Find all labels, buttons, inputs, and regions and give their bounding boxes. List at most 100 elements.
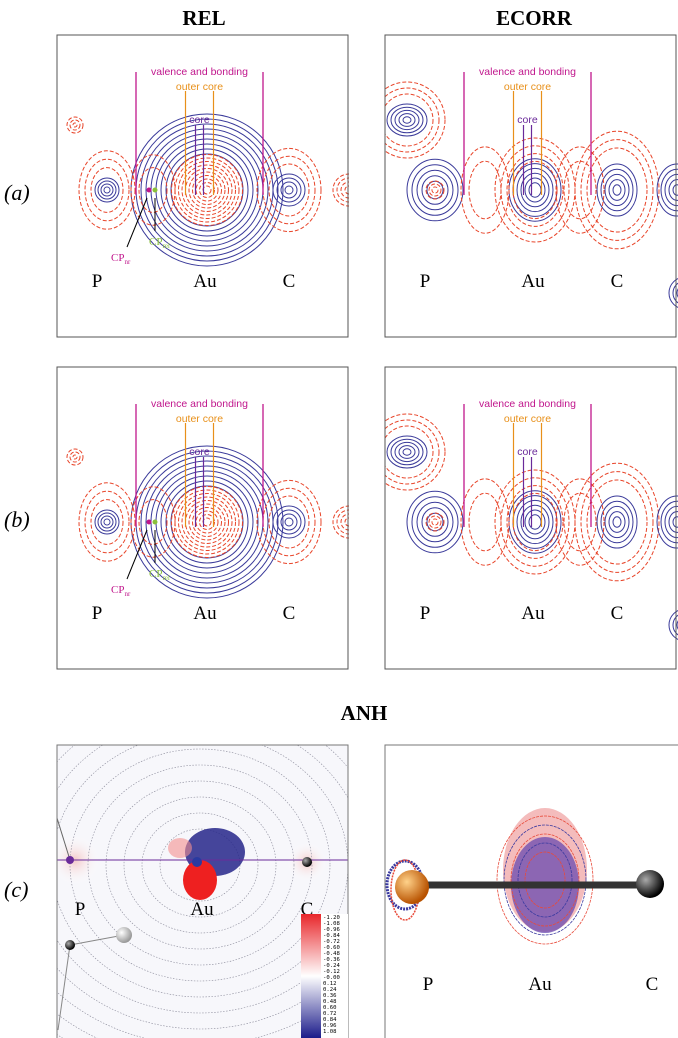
nucleus: [204, 187, 210, 193]
isosurface-shell: [496, 815, 594, 945]
contour: [608, 179, 626, 201]
dashed-contour: [586, 147, 648, 233]
colorbar-label: 0.60: [323, 1005, 336, 1011]
dashed-contour: [428, 183, 442, 197]
colorbar-label: 0.12: [323, 981, 336, 987]
dashed-contour: [506, 485, 564, 559]
cp-marker: [152, 187, 158, 193]
map-contour: [123, 796, 277, 934]
contour: [676, 288, 678, 298]
contour: [165, 480, 249, 564]
contour: [280, 513, 298, 531]
contour: [160, 143, 254, 237]
colorbar-label: 0.96: [323, 1023, 336, 1029]
colorbar-label: -0.96: [323, 927, 340, 933]
dashed-contour: [181, 164, 233, 216]
atom-label: P: [92, 271, 103, 292]
map-contour: [57, 745, 348, 1030]
region-label: core: [189, 114, 210, 126]
dashed-contour: [171, 154, 243, 226]
dashed-contour: [574, 130, 660, 250]
colorbar-label: 0.72: [323, 1011, 336, 1017]
dashed-contour: [425, 512, 445, 532]
atom-label: Au: [528, 974, 552, 995]
column-title: REL: [182, 6, 225, 30]
contour: [596, 495, 638, 549]
contour: [390, 106, 424, 134]
dashed-contour: [181, 496, 233, 548]
dashed-contour: [425, 180, 445, 200]
atom-label: Au: [193, 271, 217, 292]
map-contour: [57, 745, 348, 998]
region-label: valence and bonding: [479, 398, 576, 410]
contour: [103, 518, 111, 526]
contour: [660, 500, 678, 544]
region-label: outer core: [504, 81, 551, 93]
dashed-contour: [188, 171, 226, 209]
dashed-contour: [563, 160, 597, 220]
dashed-contour: [555, 478, 605, 566]
contour: [660, 168, 678, 212]
dashed-contour: [506, 153, 564, 227]
dashed-contour: [188, 503, 226, 541]
contour: [421, 175, 449, 205]
dashed-contour: [262, 487, 316, 557]
region-label: outer core: [176, 81, 223, 93]
cp-subscript: nr: [124, 258, 131, 266]
atom-sphere: [395, 870, 429, 904]
dashed-contour: [84, 158, 130, 222]
atom-label: C: [283, 603, 296, 624]
dashed-contour: [178, 493, 236, 551]
dashed-contour: [385, 419, 440, 485]
contour: [516, 167, 554, 213]
dashed-contour: [555, 146, 605, 234]
contour: [394, 109, 420, 131]
contour: [604, 173, 630, 207]
dashed-contour: [84, 490, 130, 554]
colorbar-label: -0.36: [323, 957, 340, 963]
dashed-contour: [268, 495, 310, 549]
dashed-contour: [468, 492, 502, 552]
dashed-contour: [563, 492, 597, 552]
nucleus: [432, 519, 438, 525]
bond-line: [69, 934, 125, 946]
contour: [668, 278, 678, 308]
dashed-contour: [385, 413, 446, 491]
cp-label: CPnr: [111, 252, 131, 266]
contour: [398, 113, 416, 127]
atom-sphere: [66, 856, 74, 864]
dashed-contour: [340, 513, 349, 531]
contour: [516, 499, 554, 545]
dashed-contour: [69, 119, 81, 131]
dashed-contour: [385, 87, 440, 153]
colorbar-label: -0.00: [323, 975, 340, 981]
dashed-contour: [66, 448, 84, 466]
contour: [100, 515, 114, 529]
contour: [672, 614, 678, 636]
dashed-contour: [192, 175, 222, 205]
atom-label: Au: [521, 603, 545, 624]
colorbar-label: -1.20: [323, 915, 340, 921]
atom-label: P: [92, 603, 103, 624]
contour: [524, 509, 546, 535]
cp-subscript: rel: [162, 242, 169, 250]
dashed-contour: [138, 167, 168, 213]
dashed-contour: [72, 122, 78, 128]
panel: [385, 808, 664, 945]
contour: [276, 509, 302, 535]
panel: [66, 113, 349, 267]
dashed-contour: [468, 160, 502, 220]
contour: [664, 173, 678, 207]
dashed-contour: [256, 147, 322, 233]
contour: [386, 103, 428, 137]
isosurface-shell: [524, 851, 566, 909]
cp-marker: [146, 187, 152, 193]
contour: [411, 164, 459, 216]
cp-symbol: CP: [149, 236, 162, 248]
contour: [656, 495, 678, 549]
atom-sphere: [116, 927, 132, 943]
map-contour: [57, 745, 348, 1014]
bond-line: [57, 944, 71, 1031]
contour: [600, 168, 634, 212]
cp-symbol: CP: [149, 568, 162, 580]
